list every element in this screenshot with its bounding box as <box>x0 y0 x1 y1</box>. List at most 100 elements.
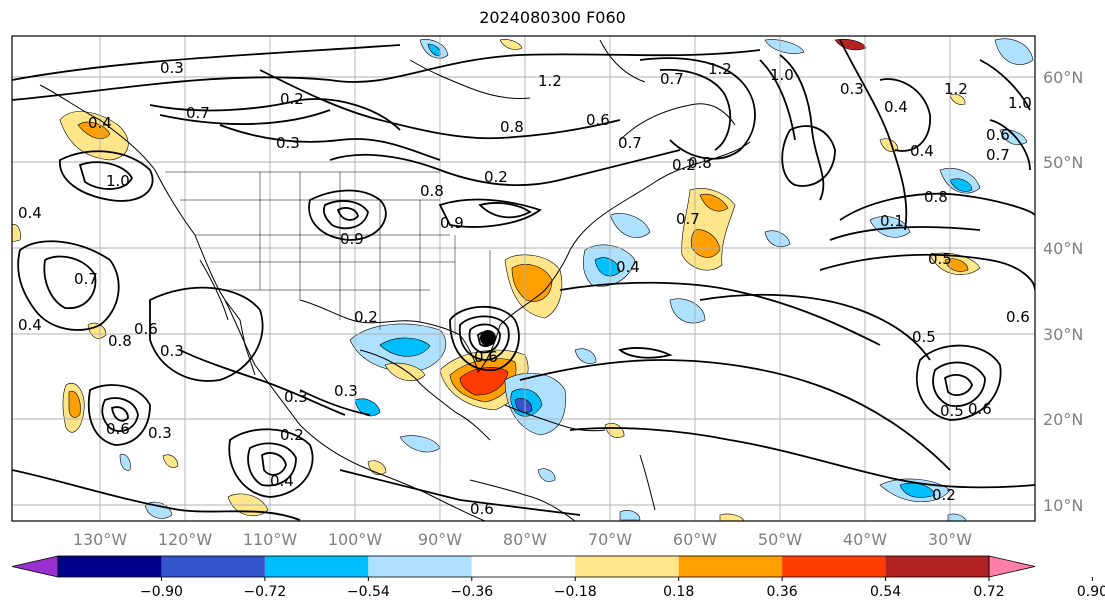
contour-label: 0.3 <box>840 80 864 98</box>
contour-label: 0.2 <box>672 156 696 174</box>
colorbar-outline <box>57 555 990 578</box>
state-borders <box>165 171 491 335</box>
contour-label: 1.2 <box>538 72 562 90</box>
contour-label: 0.8 <box>924 188 948 206</box>
contour-label: 0.2 <box>280 90 304 108</box>
colorbar-segment <box>58 556 162 577</box>
lat-label: 30°N <box>1043 325 1083 344</box>
lat-label: 40°N <box>1043 239 1083 258</box>
colorbar-segment <box>368 556 472 577</box>
contour-label: 0.6 <box>1006 308 1030 326</box>
contour-label: 0.3 <box>160 342 184 360</box>
colorbar-segment <box>782 556 886 577</box>
colorbar-tick-label: 0.72 <box>973 584 1004 600</box>
colorbar-segment <box>575 556 679 577</box>
contour-label: 0.6 <box>106 420 130 438</box>
lat-label: 60°N <box>1043 68 1083 87</box>
colorbar: −0.90 −0.72 −0.54 −0.36 −0.18 0.18 0.36 0.54 0.7… <box>11 555 1105 600</box>
colorbar-segment <box>471 556 576 577</box>
contour-label: 0.8 <box>108 332 132 350</box>
contour-label-group: 0.3 1.2 0.7 1.2 1.0 0.3 1.2 1.0 0.4 0.7 … <box>18 59 1032 518</box>
colorbar-tick-label: −0.36 <box>450 584 493 600</box>
colorbar-tick-label: −0.54 <box>347 584 390 600</box>
contour-label: 0.9 <box>440 214 464 232</box>
lat-label: 10°N <box>1043 496 1083 515</box>
contour-label: 0.4 <box>88 114 112 132</box>
contour-label: 0.6 <box>470 500 494 518</box>
map-frame <box>11 35 1036 522</box>
lon-label: 60°W <box>673 530 717 549</box>
contour-label: 0.9 <box>340 230 364 248</box>
lon-label: 70°W <box>588 530 632 549</box>
graticule <box>12 36 1035 521</box>
longitude-labels: 130°W 120°W 110°W 100°W 90°W 80°W 70°W 6… <box>73 530 972 549</box>
contour-label: 0.7 <box>74 270 98 288</box>
colorbar-tick-label: −0.72 <box>243 584 286 600</box>
contour-label: 0.3 <box>148 424 172 442</box>
contour-label: 0.2 <box>354 308 378 326</box>
contour-label: 0.5 <box>912 328 936 346</box>
contour-label: 0.6 <box>968 400 992 418</box>
contour-label: 0.3 <box>334 382 358 400</box>
colorbar-segment <box>264 556 369 577</box>
contour-label: 0.6 <box>134 320 158 338</box>
colorbar-segment <box>885 556 989 577</box>
contour-label: 0.2 <box>932 486 956 504</box>
contour-label: 1.2 <box>708 60 732 78</box>
lon-label: 90°W <box>418 530 462 549</box>
contour-label: 0.6 <box>474 348 498 366</box>
contour-label: 0.8 <box>688 154 712 172</box>
colorbar-tick-label: −0.90 <box>140 584 183 600</box>
contour-label: 0.2 <box>280 426 304 444</box>
contour-label: 0.3 <box>276 134 300 152</box>
colorbar-tick-label: 0.90 <box>1077 584 1105 600</box>
colorbar-tick-label: 0.54 <box>870 584 901 600</box>
colorbar-tick-label: 0.36 <box>767 584 798 600</box>
colorbar-tick-label: −0.18 <box>554 584 597 600</box>
contour-label: 0.3 <box>284 388 308 406</box>
lon-label: 130°W <box>73 530 128 549</box>
contour-label: 0.4 <box>884 98 908 116</box>
contour-label: 0.4 <box>18 316 42 334</box>
contour-label: 0.7 <box>676 210 700 228</box>
contour-label: 0.1 <box>880 212 904 230</box>
lon-label: 40°W <box>843 530 887 549</box>
contour-label: 0.7 <box>986 146 1010 164</box>
contour-label: 0.2 <box>484 168 508 186</box>
lon-label: 110°W <box>243 530 298 549</box>
lon-label: 120°W <box>158 530 213 549</box>
contour-label: 0.8 <box>500 118 524 136</box>
contour-label: 0.7 <box>186 104 210 122</box>
contour-label: 0.3 <box>160 59 184 77</box>
colorbar-segment <box>678 556 783 577</box>
colorbar-extend-low <box>11 555 59 578</box>
cyclone-center-marker <box>480 330 496 346</box>
contour-label: 1.0 <box>770 66 794 84</box>
contour-label: 1.0 <box>106 172 130 190</box>
lon-label: 80°W <box>503 530 547 549</box>
lon-label: 30°W <box>928 530 972 549</box>
contour-label: 0.4 <box>270 472 294 490</box>
latitude-labels: 60°N 50°N 40°N 30°N 20°N 10°N <box>1043 68 1083 515</box>
contour-label: 0.5 <box>940 402 964 420</box>
contour-lines <box>12 39 1035 521</box>
contour-label: 0.4 <box>18 204 42 222</box>
lon-label: 100°W <box>328 530 383 549</box>
colorbar-extend-high <box>988 555 1036 578</box>
lat-label: 20°N <box>1043 410 1083 429</box>
map-title: 2024080300 F060 <box>479 8 626 27</box>
contour-label: 0.8 <box>420 182 444 200</box>
lat-label: 50°N <box>1043 153 1083 172</box>
contour-label: 0.7 <box>618 134 642 152</box>
colorbar-tick-label: 0.18 <box>663 584 694 600</box>
coastlines <box>39 39 751 521</box>
contour-label: 1.0 <box>1008 94 1032 112</box>
colorbar-segment <box>161 556 265 577</box>
contour-label: 0.4 <box>616 258 640 276</box>
contour-label: 0.5 <box>928 250 952 268</box>
contour-label: 0.4 <box>910 142 934 160</box>
contour-label: 0.6 <box>586 111 610 129</box>
contour-label: 0.7 <box>660 70 684 88</box>
contour-label: 1.2 <box>944 80 968 98</box>
